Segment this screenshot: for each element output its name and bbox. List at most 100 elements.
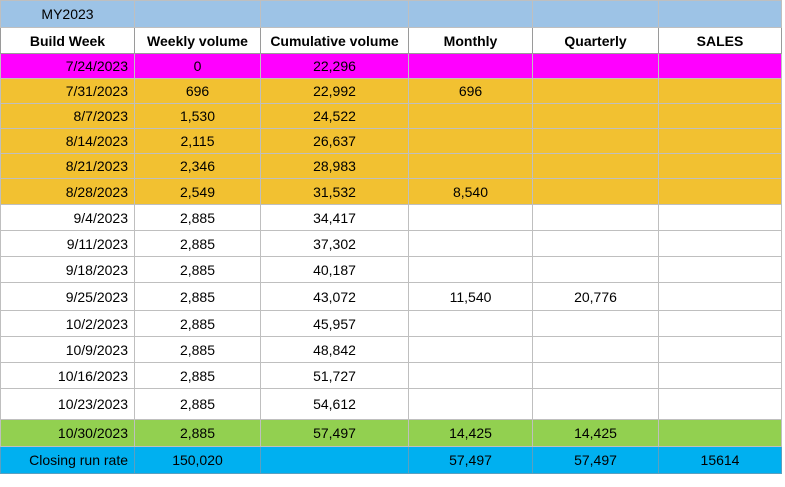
weekly-volume-cell[interactable]: 2,885 xyxy=(134,419,261,447)
quarterly-cell[interactable] xyxy=(532,336,659,363)
monthly-cell[interactable]: 14,425 xyxy=(408,419,533,447)
build-week-cell[interactable]: 9/4/2023 xyxy=(0,204,135,231)
sales-cell[interactable] xyxy=(658,388,782,420)
closing-sales-cell[interactable]: 15614 xyxy=(658,446,782,474)
header-monthly[interactable]: Monthly xyxy=(408,27,533,54)
build-week-cell[interactable]: 8/14/2023 xyxy=(0,128,135,154)
weekly-volume-cell[interactable]: 2,885 xyxy=(134,388,261,420)
cumulative-volume-cell[interactable]: 22,992 xyxy=(260,78,409,104)
cumulative-volume-cell[interactable]: 34,417 xyxy=(260,204,409,231)
build-week-cell[interactable]: 7/24/2023 xyxy=(0,53,135,79)
closing-quarterly-cell[interactable]: 57,497 xyxy=(532,446,659,474)
build-week-cell[interactable]: 8/7/2023 xyxy=(0,103,135,129)
weekly-volume-cell[interactable]: 2,549 xyxy=(134,178,261,205)
quarterly-cell[interactable] xyxy=(532,78,659,104)
sales-cell[interactable] xyxy=(658,419,782,447)
weekly-volume-cell[interactable]: 2,885 xyxy=(134,310,261,337)
quarterly-cell[interactable]: 14,425 xyxy=(532,419,659,447)
cumulative-volume-cell[interactable]: 26,637 xyxy=(260,128,409,154)
sales-cell[interactable] xyxy=(658,204,782,231)
monthly-cell[interactable] xyxy=(408,388,533,420)
build-week-cell[interactable]: 8/28/2023 xyxy=(0,178,135,205)
closing-weekly-cell[interactable]: 150,020 xyxy=(134,446,261,474)
header-weekly-volume[interactable]: Weekly volume xyxy=(134,27,261,54)
sales-cell[interactable] xyxy=(658,178,782,205)
empty-cell[interactable] xyxy=(260,0,409,28)
weekly-volume-cell[interactable]: 2,885 xyxy=(134,204,261,231)
empty-cell[interactable] xyxy=(408,0,533,28)
build-week-cell[interactable]: 8/21/2023 xyxy=(0,153,135,179)
build-week-cell[interactable]: 7/31/2023 xyxy=(0,78,135,104)
monthly-cell[interactable] xyxy=(408,103,533,129)
sales-cell[interactable] xyxy=(658,310,782,337)
monthly-cell[interactable] xyxy=(408,336,533,363)
build-week-cell[interactable]: 10/23/2023 xyxy=(0,388,135,420)
cumulative-volume-cell[interactable]: 31,532 xyxy=(260,178,409,205)
header-cumulative-volume[interactable]: Cumulative volume xyxy=(260,27,409,54)
header-quarterly[interactable]: Quarterly xyxy=(532,27,659,54)
weekly-volume-cell[interactable]: 2,885 xyxy=(134,230,261,257)
build-week-cell[interactable]: 10/9/2023 xyxy=(0,336,135,363)
quarterly-cell[interactable] xyxy=(532,204,659,231)
quarterly-cell[interactable] xyxy=(532,256,659,283)
monthly-cell[interactable] xyxy=(408,256,533,283)
header-sales[interactable]: SALES xyxy=(658,27,782,54)
closing-monthly-cell[interactable]: 57,497 xyxy=(408,446,533,474)
quarterly-cell[interactable] xyxy=(532,53,659,79)
sales-cell[interactable] xyxy=(658,362,782,389)
quarterly-cell[interactable]: 20,776 xyxy=(532,282,659,311)
sales-cell[interactable] xyxy=(658,103,782,129)
weekly-volume-cell[interactable]: 1,530 xyxy=(134,103,261,129)
weekly-volume-cell[interactable]: 2,115 xyxy=(134,128,261,154)
closing-label-cell[interactable]: Closing run rate xyxy=(0,446,135,474)
quarterly-cell[interactable] xyxy=(532,362,659,389)
monthly-cell[interactable]: 696 xyxy=(408,78,533,104)
weekly-volume-cell[interactable]: 2,885 xyxy=(134,256,261,283)
sales-cell[interactable] xyxy=(658,230,782,257)
monthly-cell[interactable] xyxy=(408,230,533,257)
quarterly-cell[interactable] xyxy=(532,230,659,257)
cumulative-volume-cell[interactable]: 37,302 xyxy=(260,230,409,257)
empty-cell[interactable] xyxy=(134,0,261,28)
closing-cumulative-cell[interactable] xyxy=(260,446,409,474)
weekly-volume-cell[interactable]: 2,346 xyxy=(134,153,261,179)
cumulative-volume-cell[interactable]: 45,957 xyxy=(260,310,409,337)
sales-cell[interactable] xyxy=(658,78,782,104)
monthly-cell[interactable] xyxy=(408,53,533,79)
monthly-cell[interactable] xyxy=(408,153,533,179)
cumulative-volume-cell[interactable]: 51,727 xyxy=(260,362,409,389)
quarterly-cell[interactable] xyxy=(532,388,659,420)
empty-cell[interactable] xyxy=(658,0,782,28)
quarterly-cell[interactable] xyxy=(532,128,659,154)
sales-cell[interactable] xyxy=(658,128,782,154)
build-week-cell[interactable]: 9/25/2023 xyxy=(0,282,135,311)
monthly-cell[interactable] xyxy=(408,362,533,389)
quarterly-cell[interactable] xyxy=(532,178,659,205)
sales-cell[interactable] xyxy=(658,282,782,311)
empty-cell[interactable] xyxy=(532,0,659,28)
cumulative-volume-cell[interactable]: 54,612 xyxy=(260,388,409,420)
header-build-week[interactable]: Build Week xyxy=(0,27,135,54)
build-week-cell[interactable]: 9/18/2023 xyxy=(0,256,135,283)
monthly-cell[interactable] xyxy=(408,204,533,231)
quarterly-cell[interactable] xyxy=(532,153,659,179)
sales-cell[interactable] xyxy=(658,153,782,179)
build-week-cell[interactable]: 10/16/2023 xyxy=(0,362,135,389)
quarterly-cell[interactable] xyxy=(532,103,659,129)
sales-cell[interactable] xyxy=(658,336,782,363)
weekly-volume-cell[interactable]: 696 xyxy=(134,78,261,104)
build-week-cell[interactable]: 9/11/2023 xyxy=(0,230,135,257)
sales-cell[interactable] xyxy=(658,256,782,283)
weekly-volume-cell[interactable]: 0 xyxy=(134,53,261,79)
monthly-cell[interactable]: 11,540 xyxy=(408,282,533,311)
quarterly-cell[interactable] xyxy=(532,310,659,337)
cumulative-volume-cell[interactable]: 28,983 xyxy=(260,153,409,179)
build-week-cell[interactable]: 10/30/2023 xyxy=(0,419,135,447)
weekly-volume-cell[interactable]: 2,885 xyxy=(134,362,261,389)
monthly-cell[interactable]: 8,540 xyxy=(408,178,533,205)
cumulative-volume-cell[interactable]: 22,296 xyxy=(260,53,409,79)
build-week-cell[interactable]: 10/2/2023 xyxy=(0,310,135,337)
weekly-volume-cell[interactable]: 2,885 xyxy=(134,336,261,363)
cumulative-volume-cell[interactable]: 57,497 xyxy=(260,419,409,447)
cumulative-volume-cell[interactable]: 40,187 xyxy=(260,256,409,283)
